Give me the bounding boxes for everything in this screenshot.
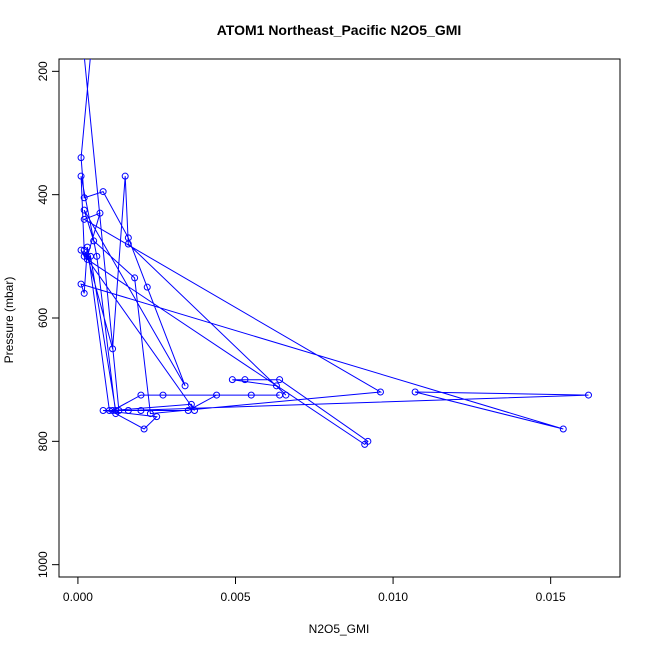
data-point: [88, 59, 93, 60]
data-point: [247, 391, 255, 399]
data-point: [82, 59, 86, 60]
data-point: [559, 425, 567, 433]
data-point: [124, 407, 132, 414]
data-point: [99, 188, 107, 196]
data-point: [90, 237, 98, 245]
data-point: [181, 382, 189, 390]
data-point: [112, 407, 120, 414]
y-tick-label: 200: [36, 61, 50, 81]
y-tick-label: 400: [36, 184, 50, 204]
data-point: [80, 194, 88, 202]
plot-area: [77, 59, 592, 448]
data-point: [80, 215, 88, 223]
x-tick-label: 0.015: [536, 590, 566, 604]
data-point: [276, 376, 284, 384]
data-point: [376, 388, 384, 396]
data-point: [115, 407, 123, 414]
x-tick-label: 0.010: [378, 590, 408, 604]
data-point: [137, 407, 145, 414]
data-point: [272, 382, 280, 390]
data-point: [77, 280, 85, 288]
series-line: [80, 59, 589, 446]
y-tick-label: 800: [36, 431, 50, 451]
data-point: [131, 274, 139, 282]
data-point: [83, 243, 91, 251]
data-point: [77, 246, 85, 254]
data-point: [80, 206, 88, 214]
data-point: [213, 391, 221, 399]
x-tick-label: 0.005: [220, 590, 250, 604]
data-point: [241, 376, 249, 384]
y-tick-label: 600: [36, 308, 50, 328]
data-point: [361, 440, 369, 448]
x-axis: 0.000 0.005 0.010 0.015: [63, 577, 566, 604]
data-point: [96, 209, 104, 217]
data-point: [276, 391, 284, 399]
data-point: [77, 154, 85, 162]
data-point: [584, 391, 592, 399]
x-tick-label: 0.000: [63, 590, 93, 604]
data-point: [140, 425, 148, 433]
data-point: [109, 345, 117, 353]
data-point: [143, 283, 151, 291]
chart-title: ATOM1 Northeast_Pacific N2O5_GMI: [217, 22, 462, 38]
y-tick-label: 1000: [36, 551, 50, 578]
data-point: [124, 240, 132, 248]
y-axis-label: Pressure (mbar): [2, 277, 16, 364]
data-point: [80, 289, 88, 297]
data-point: [159, 391, 167, 399]
data-point: [282, 391, 290, 399]
data-point: [146, 410, 154, 418]
data-point: [187, 400, 195, 408]
data-point: [121, 172, 129, 180]
x-axis-label: N2O5_GMI: [309, 622, 370, 636]
data-point: [228, 376, 236, 384]
data-point: [87, 252, 95, 260]
data-point: [411, 388, 419, 396]
data-point: [153, 413, 161, 421]
data-point: [83, 252, 91, 260]
plot-frame: [58, 58, 621, 578]
data-point: [77, 172, 85, 180]
data-point: [191, 407, 199, 414]
y-axis: 200 400 600 800 1000: [36, 61, 59, 578]
data-point: [137, 391, 145, 399]
